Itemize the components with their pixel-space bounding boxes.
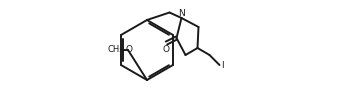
Text: O: O	[126, 45, 133, 54]
Text: I: I	[221, 61, 224, 70]
Text: CH₃: CH₃	[107, 45, 122, 54]
Text: N: N	[178, 8, 185, 18]
Text: O: O	[162, 45, 170, 54]
